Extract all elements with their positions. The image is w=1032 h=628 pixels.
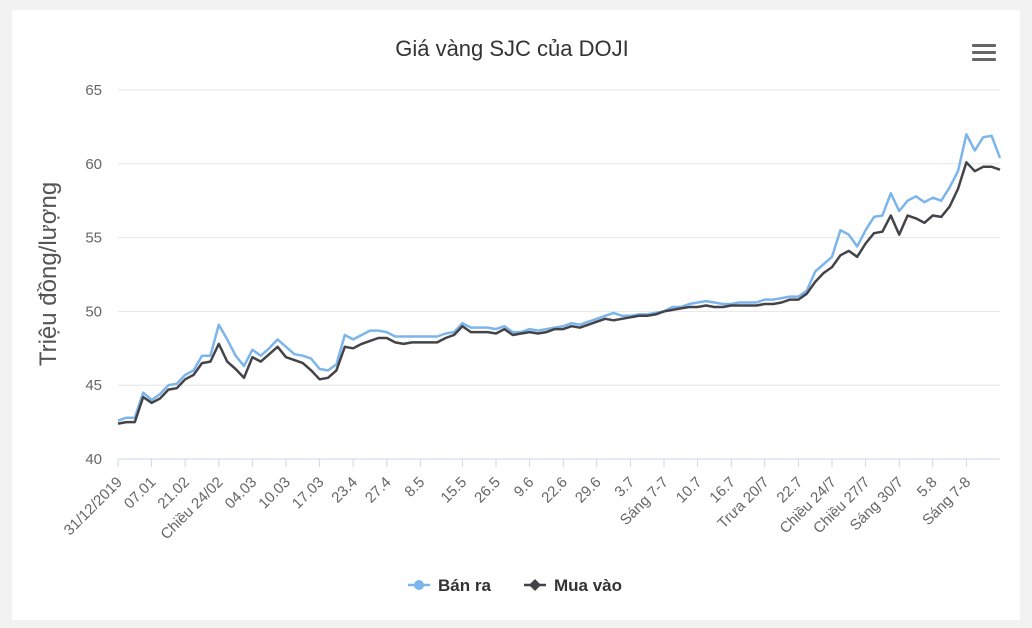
x-tick-label: 04.03: [222, 474, 261, 513]
x-tick-label: 26.5: [471, 474, 504, 507]
legend-label: Mua vào: [554, 576, 622, 595]
y-tick-label: 50: [85, 303, 102, 320]
series-line-ban-ra[interactable]: [117, 133, 1002, 422]
legend-label: Bán ra: [438, 576, 491, 595]
line-chart: Giá vàng SJC của DOJI 40 45 50 55 60 65 31/12…: [35, 36, 1002, 595]
x-tick-label: 9.6: [511, 474, 538, 501]
x-tick-label: 22.6: [538, 474, 571, 507]
y-tick-label: 55: [85, 230, 102, 247]
y-tick-label: 45: [85, 377, 102, 394]
chart-card: Giá vàng SJC của DOJI 40 45 50 55 60 65 31/12…: [12, 10, 1020, 620]
y-tick-label: 60: [85, 156, 102, 173]
legend-marker-diamond: [529, 579, 541, 591]
series-lines: [117, 133, 1002, 425]
legend: Bán ra Mua vào: [408, 576, 622, 595]
menu-icon[interactable]: [970, 40, 998, 66]
x-tick-label: 15.5: [438, 474, 471, 507]
chart-title: Giá vàng SJC của DOJI: [395, 36, 629, 61]
y-tick-label: 40: [85, 451, 102, 468]
y-axis-ticks: 40 45 50 55 60 65: [85, 82, 102, 468]
x-tick-label: 10.7: [673, 474, 706, 507]
x-tick-label: 17.03: [289, 474, 328, 513]
x-tick-label: 23.4: [328, 474, 361, 507]
x-tick-label: 8.5: [401, 474, 428, 501]
x-tick-label: 27.4: [362, 474, 395, 507]
gridlines: [118, 89, 1000, 386]
x-tick-label: 29.6: [572, 474, 605, 507]
series-line-mua-vao[interactable]: [117, 161, 1001, 425]
legend-item-mua-vao[interactable]: Mua vào: [524, 576, 622, 595]
x-tick-label: 10.03: [255, 474, 294, 513]
legend-marker-circle: [414, 580, 424, 590]
x-tick-label: 3.7: [611, 474, 638, 501]
y-tick-label: 65: [85, 82, 102, 99]
x-tick-label: 5.8: [914, 474, 941, 501]
legend-item-ban-ra[interactable]: Bán ra: [408, 576, 491, 595]
x-tick-label: 31/12/2019: [61, 474, 126, 539]
x-tick-label: 07.01: [121, 474, 160, 513]
y-axis-label: Triệu đồng/lượng: [35, 182, 62, 366]
